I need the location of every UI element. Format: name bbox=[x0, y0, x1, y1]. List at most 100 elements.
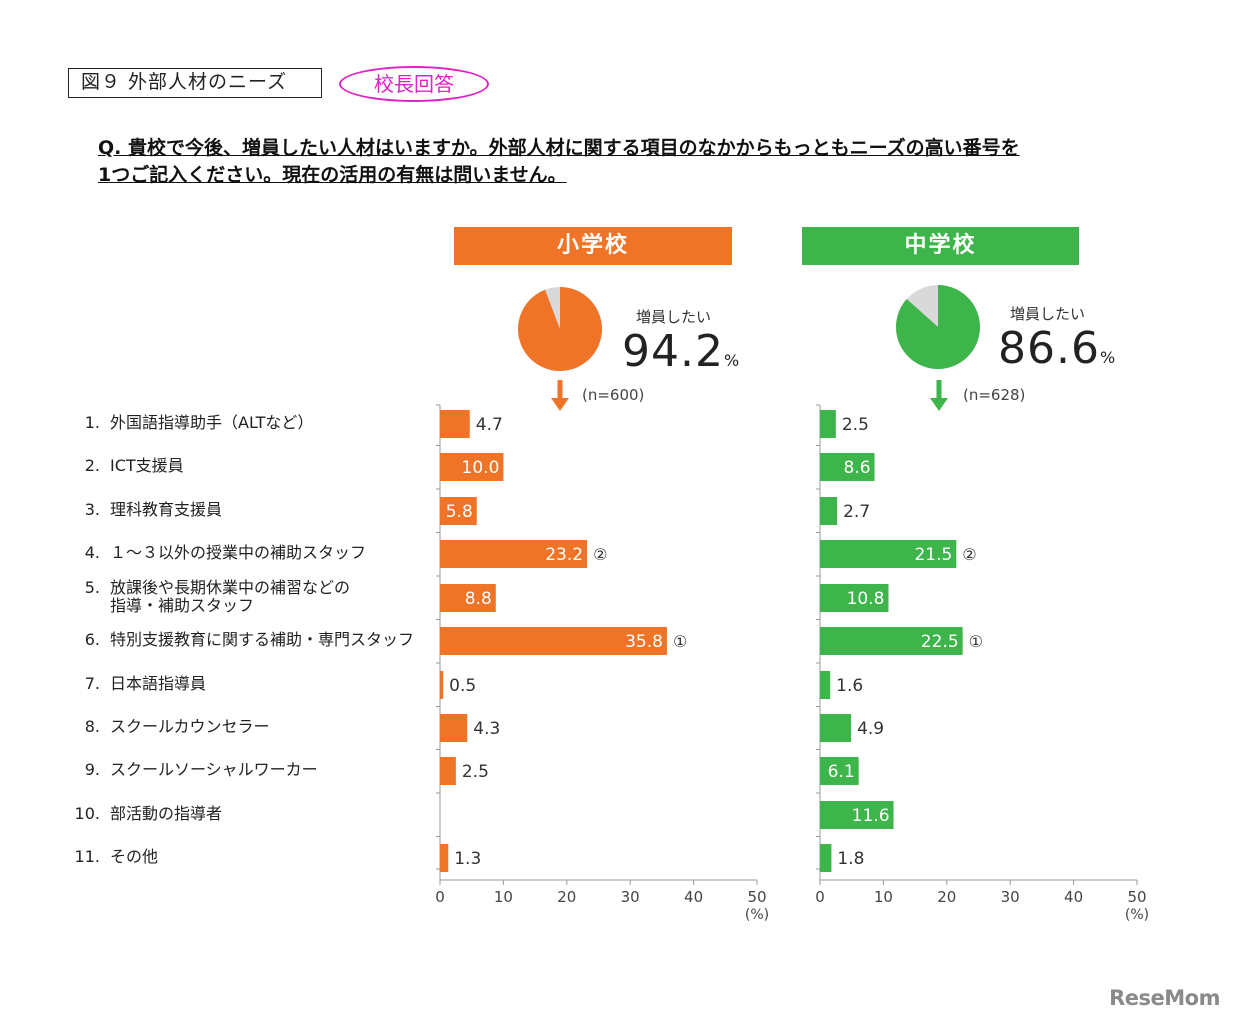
elementary-school-header: 小学校 bbox=[454, 227, 732, 265]
elementary-bar-value-label: 23.2 bbox=[545, 545, 583, 565]
junior-bar-value-label: 2.7 bbox=[843, 502, 870, 522]
category-text: １～３以外の授業中の補助スタッフ bbox=[110, 543, 367, 562]
junior-bar bbox=[820, 714, 852, 742]
category-text: スクールソーシャルワーカー bbox=[110, 760, 318, 779]
principal-answer-badge: 校長回答 bbox=[339, 66, 489, 102]
junior-pie-unit: % bbox=[1099, 348, 1117, 367]
junior-bar-value-label: 11.6 bbox=[852, 806, 890, 826]
junior-bar-value-label: 4.9 bbox=[857, 719, 884, 739]
elementary-rank-label: ② bbox=[593, 545, 607, 564]
junior-bar-chart: 0 10 20 30 40 50(%) 2.5 8.6 2.7 21.5 ② 10.8 22.5 ① 1.6… bbox=[815, 404, 1149, 923]
junior-x-tick-label: 20 bbox=[937, 888, 956, 906]
junior-bar-value-label: 22.5 bbox=[921, 632, 959, 652]
junior-bar bbox=[820, 453, 875, 481]
junior-high-school-header: 中学校 bbox=[802, 227, 1079, 265]
elementary-bar-value-label: 0.5 bbox=[449, 676, 476, 696]
category-number: 7. bbox=[84, 674, 100, 693]
category-label: 3. 理科教育支援員 bbox=[64, 501, 222, 519]
category-text: 日本語指導員 bbox=[110, 674, 207, 693]
elementary-rank-label: ① bbox=[673, 632, 687, 651]
category-number: 11. bbox=[74, 847, 100, 866]
category-label: 11. その他 bbox=[64, 848, 158, 866]
junior-sample-size: (n=628) bbox=[963, 386, 1026, 404]
category-number: 6. bbox=[84, 630, 100, 649]
junior-bar-value-label: 10.8 bbox=[847, 589, 885, 609]
elementary-bar bbox=[440, 757, 456, 785]
elementary-bar bbox=[440, 497, 477, 525]
category-text: 特別支援教育に関する補助・専門スタッフ bbox=[110, 630, 415, 649]
elementary-bar bbox=[440, 627, 667, 655]
junior-bar bbox=[820, 497, 838, 525]
junior-bar-value-label: 1.6 bbox=[836, 676, 863, 696]
category-number: 10. bbox=[74, 804, 100, 823]
elementary-x-unit-label: (%) bbox=[745, 907, 769, 923]
category-label: 5. 放課後や長期休業中の補習などの 指導・補助スタッフ bbox=[64, 579, 350, 615]
elementary-bar-chart: 0 10 20 30 40 50(%) 4.7 10.0 5.8 23.2 ② 8.8 35.8 ① 0.5… bbox=[435, 404, 769, 923]
elementary-x-tick-label: 20 bbox=[557, 888, 576, 906]
figure-title: 図９ 外部人材のニーズ bbox=[68, 68, 322, 98]
category-label: 8. スクールカウンセラー bbox=[64, 718, 270, 736]
junior-x-tick-label: 10 bbox=[874, 888, 893, 906]
junior-bar bbox=[820, 671, 831, 699]
elementary-pie-caption: 増員したい bbox=[636, 308, 712, 326]
question-line-1: Q. 貴校で今後、増員したい人材はいますか。外部人材に関する項目のなかからもっと… bbox=[98, 137, 1020, 159]
elementary-bar bbox=[440, 671, 444, 699]
category-label: 9. スクールソーシャルワーカー bbox=[64, 761, 318, 779]
category-number: 2. bbox=[84, 456, 100, 475]
category-text: 部活動の指導者 bbox=[110, 804, 223, 823]
elementary-bar-value-label: 5.8 bbox=[446, 502, 473, 522]
category-number: 1. bbox=[84, 413, 100, 432]
elementary-bar-value-label: 10.0 bbox=[462, 458, 500, 478]
category-text: 放課後や長期休業中の補習などの 指導・補助スタッフ bbox=[110, 578, 351, 615]
junior-bar bbox=[820, 801, 894, 829]
elementary-sample-size: (n=600) bbox=[582, 386, 645, 404]
elementary-pie-chart bbox=[518, 287, 602, 371]
elementary-bar bbox=[440, 714, 468, 742]
junior-down-arrow-icon bbox=[930, 380, 948, 411]
category-number: 9. bbox=[84, 760, 100, 779]
junior-bar-value-label: 6.1 bbox=[828, 762, 855, 782]
junior-x-tick-label: 30 bbox=[1001, 888, 1020, 906]
junior-x-tick-label: 0 bbox=[815, 888, 825, 906]
elementary-bar-value-label: 35.8 bbox=[625, 632, 663, 652]
elementary-pie-value: 94.2% bbox=[622, 326, 740, 377]
junior-bar bbox=[820, 584, 889, 612]
elementary-down-arrow-icon bbox=[551, 380, 569, 411]
junior-pie-value: 86.6% bbox=[998, 323, 1116, 374]
category-label: 6. 特別支援教育に関する補助・専門スタッフ bbox=[64, 631, 414, 649]
elementary-x-tick-label: 10 bbox=[494, 888, 513, 906]
junior-x-unit-label: (%) bbox=[1125, 907, 1149, 923]
junior-rank-label: ① bbox=[969, 632, 983, 651]
category-number: 3. bbox=[84, 500, 100, 519]
category-number: 8. bbox=[84, 717, 100, 736]
junior-bar-value-label: 1.8 bbox=[837, 849, 864, 869]
category-label: 2. ICT支援員 bbox=[64, 457, 184, 475]
elementary-pie-number: 94.2 bbox=[622, 326, 724, 377]
elementary-x-tick-label: 40 bbox=[684, 888, 703, 906]
junior-bar-value-label: 8.6 bbox=[843, 458, 870, 478]
category-label: 7. 日本語指導員 bbox=[64, 675, 206, 693]
question-line-2: 1つご記入ください。現在の活用の有無は問いません。 bbox=[98, 164, 567, 186]
junior-bar-value-label: 21.5 bbox=[914, 545, 952, 565]
category-label: 1. 外国語指導助手（ALTなど） bbox=[64, 413, 314, 432]
elementary-bar-value-label: 4.3 bbox=[473, 719, 500, 739]
elementary-bar-value-label: 8.8 bbox=[465, 589, 492, 609]
elementary-x-tick-label: 0 bbox=[435, 888, 445, 906]
junior-pie-number: 86.6 bbox=[998, 323, 1100, 374]
junior-pie-caption: 増員したい bbox=[1010, 305, 1086, 323]
category-text: 外国語指導助手（ALTなど） bbox=[110, 413, 314, 432]
junior-bar bbox=[820, 844, 832, 872]
elementary-x-tick-label: 30 bbox=[621, 888, 640, 906]
elementary-pie-slice bbox=[518, 287, 602, 371]
elementary-bar bbox=[440, 540, 588, 568]
category-number: 5. bbox=[84, 578, 100, 597]
junior-rank-label: ② bbox=[962, 545, 976, 564]
junior-x-tick-label: 40 bbox=[1064, 888, 1083, 906]
elementary-x-tick-label: 50 bbox=[747, 888, 766, 906]
category-text: スクールカウンセラー bbox=[110, 717, 270, 736]
elementary-bar bbox=[440, 844, 449, 872]
elementary-bar bbox=[440, 410, 470, 438]
category-text: 理科教育支援員 bbox=[110, 500, 223, 519]
junior-bar bbox=[820, 757, 859, 785]
junior-pie-chart bbox=[896, 285, 980, 369]
